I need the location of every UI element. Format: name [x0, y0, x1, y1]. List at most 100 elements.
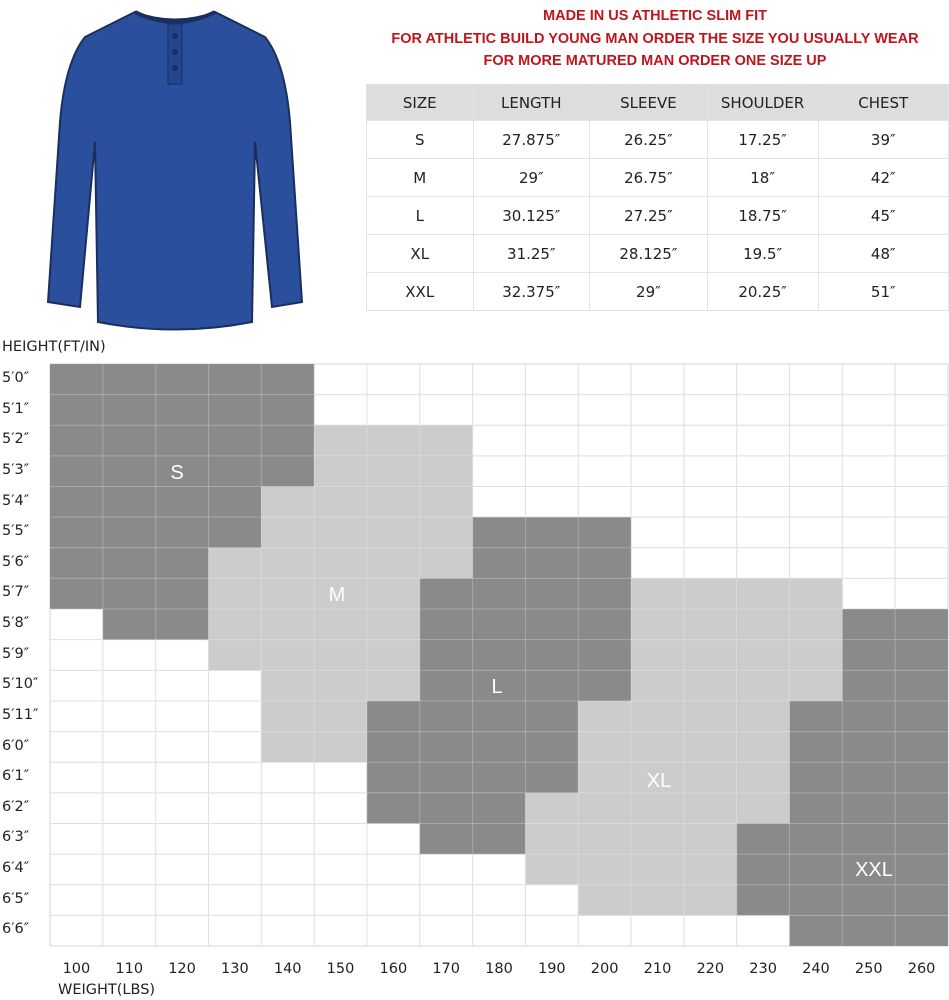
- column-header: SIZE: [366, 84, 474, 121]
- table-cell: 18″: [706, 158, 819, 197]
- table-cell: 42″: [817, 158, 949, 197]
- size-region-xl: [525, 792, 790, 824]
- height-tick-label: 5′3″: [2, 461, 30, 478]
- size-region-xl: [578, 700, 790, 793]
- size-region-label: M: [329, 584, 346, 606]
- column-header: SHOULDER: [706, 84, 819, 121]
- size-region-label: XL: [647, 770, 671, 792]
- weight-tick-label: 240: [802, 961, 830, 977]
- height-tick-label: 5′11″: [2, 706, 39, 723]
- size-region-label: S: [170, 462, 183, 484]
- y-axis-label: HEIGHT(FT/IN): [2, 339, 106, 355]
- table-cell: 48″: [817, 234, 949, 273]
- size-region-s: [50, 547, 209, 610]
- size-region-m: [261, 486, 473, 548]
- size-region-m: [261, 700, 367, 763]
- height-tick-label: 6′3″: [2, 829, 30, 846]
- height-tick-label: 6′4″: [2, 860, 30, 877]
- table-row: S 27.875″ 26.25″ 17.25″ 39″: [366, 120, 949, 159]
- notice-line: MADE IN US ATHLETIC SLIM FIT: [543, 8, 767, 24]
- height-tick-label: 5′2″: [2, 431, 30, 448]
- size-region-xxl: [789, 915, 948, 946]
- table-cell: XL: [366, 234, 474, 273]
- weight-tick-label: 100: [62, 961, 91, 977]
- table-cell: 39″: [817, 120, 949, 159]
- height-tick-label: 5′4″: [2, 492, 30, 509]
- height-tick-label: 5′0″: [2, 370, 30, 386]
- table-row: XL 31.25″ 28.125″ 19.5″ 48″: [366, 234, 949, 273]
- table-cell: 30.125″: [472, 196, 591, 235]
- height-tick-label: 5′10″: [2, 676, 39, 693]
- height-tick-label: 5′7″: [2, 584, 30, 601]
- table-cell: 26.25″: [589, 120, 708, 159]
- size-fit-grid: S M L XL XXL: [49, 363, 949, 947]
- table-cell: 29″: [472, 158, 591, 197]
- size-measurement-table: SIZE LENGTH SLEEVE SHOULDER CHEST S 27.875″ 26…: [366, 84, 949, 311]
- table-row: XXL 32.375″ 29″ 20.25″ 51″: [366, 272, 949, 311]
- height-tick-label: 6′2″: [2, 798, 30, 815]
- column-header: SLEEVE: [589, 84, 708, 121]
- table-cell: S: [366, 120, 474, 159]
- height-tick-label: 5′5″: [2, 523, 30, 540]
- size-region-xl: [631, 578, 843, 701]
- height-tick-label: 5′1″: [2, 400, 30, 417]
- weight-tick-label: 230: [749, 961, 777, 977]
- size-region-l: [366, 792, 526, 824]
- size-region-s: [102, 609, 209, 640]
- table-header-row: SIZE LENGTH SLEEVE SHOULDER CHEST: [366, 84, 949, 121]
- table-cell: XXL: [366, 272, 474, 311]
- weight-tick-label: 120: [168, 961, 196, 977]
- height-tick-label: 6′6″: [2, 921, 30, 938]
- weight-tick-label: 130: [221, 961, 249, 977]
- table-cell: 27.875″: [472, 120, 591, 159]
- size-region-s: [50, 486, 262, 548]
- size-region-label: L: [491, 676, 502, 698]
- notice-line: FOR MORE MATURED MAN ORDER ONE SIZE UP: [483, 53, 827, 69]
- size-region-m: [314, 425, 473, 487]
- size-region-m: [261, 670, 420, 701]
- table-cell: 32.375″: [472, 272, 591, 311]
- size-region-xxl: [736, 823, 948, 916]
- size-region-m: [208, 547, 473, 579]
- weight-tick-label: 110: [115, 961, 144, 977]
- size-region-xl: [578, 884, 737, 916]
- column-header: CHEST: [817, 84, 949, 121]
- height-tick-label: 6′1″: [2, 768, 30, 785]
- weight-tick-label: 260: [907, 961, 936, 977]
- size-region-l: [366, 700, 579, 793]
- x-axis-label: WEIGHT(LBS): [58, 982, 156, 998]
- weight-tick-label: 140: [273, 961, 302, 977]
- height-tick-label: 6′0″: [2, 737, 30, 754]
- table-cell: M: [366, 158, 474, 197]
- size-region-xxl: [789, 700, 948, 824]
- table-cell: 29″: [589, 272, 708, 311]
- height-tick-label: 6′5″: [2, 890, 30, 907]
- table-cell: 45″: [817, 196, 949, 235]
- size-region-s: [50, 364, 315, 487]
- height-tick-label: 5′9″: [2, 645, 30, 662]
- weight-tick-label: 210: [643, 961, 672, 977]
- column-header: LENGTH: [472, 84, 591, 121]
- height-tick-label: 5′8″: [2, 615, 30, 632]
- henley-shirt-image: [46, 10, 304, 331]
- weight-tick-label: 250: [854, 961, 883, 977]
- size-region-l: [472, 517, 632, 579]
- table-cell: 31.25″: [472, 234, 591, 273]
- size-region-label: XXL: [855, 859, 893, 881]
- size-region-l: [419, 823, 526, 855]
- table-cell: 51″: [817, 272, 949, 311]
- height-tick-label: 5′6″: [2, 553, 30, 570]
- size-region-l: [419, 578, 632, 701]
- weight-tick-label: 200: [590, 961, 619, 977]
- table-cell: 19.5″: [706, 234, 819, 273]
- weight-tick-label: 160: [379, 961, 408, 977]
- size-region-xl: [525, 823, 737, 885]
- table-cell: 17.25″: [706, 120, 819, 159]
- weight-tick-label: 190: [537, 961, 566, 977]
- notice-line: FOR ATHLETIC BUILD YOUNG MAN ORDER THE S…: [391, 31, 919, 47]
- weight-tick-label: 150: [326, 961, 355, 977]
- size-region-m: [208, 578, 420, 671]
- weight-tick-label: 220: [696, 961, 725, 977]
- weight-tick-label: 180: [485, 961, 513, 977]
- size-region-xxl: [842, 609, 948, 701]
